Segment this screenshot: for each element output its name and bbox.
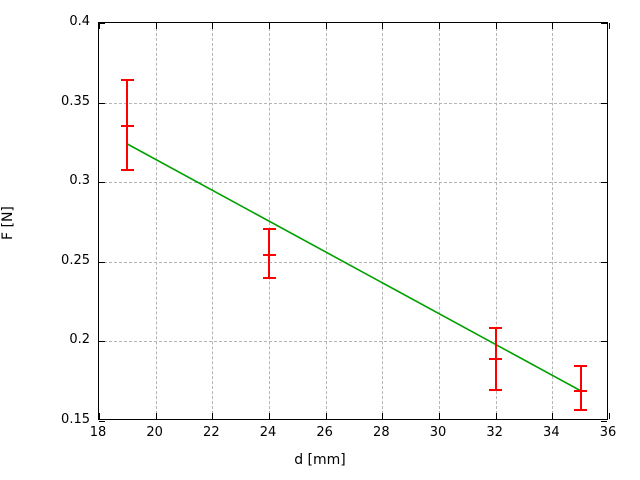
x-tick-label: 18 [89,425,107,440]
x-axis-tick [212,413,214,419]
x-tick-label: 32 [486,425,503,440]
errorbar-cap-bottom [489,388,503,391]
x-tick-label: 20 [146,425,163,440]
y-axis-tick [601,261,607,263]
errorbar-cap-bottom [262,277,276,280]
y-axis-tick [601,23,607,24]
x-axis-tick [155,413,157,419]
gridline-vertical [155,23,157,419]
y-axis-tick [99,23,105,24]
x-axis-tick [99,23,100,29]
data-point-marker [574,389,588,392]
x-axis-tick [439,23,440,29]
y-tick-label: 0.2 [69,332,90,348]
y-axis-tick [601,341,607,343]
y-axis-tick [99,102,105,104]
errorbar-cap-bottom [120,169,134,172]
x-tick-label: 28 [373,425,390,440]
fit-line-segment [126,143,582,392]
y-axis-tick [99,261,105,263]
gridline-horizontal [99,102,607,104]
y-tick-label: 0.3 [69,173,90,189]
x-axis-tick [212,23,214,29]
errorbar-cap-top [489,327,503,330]
data-point-marker [120,125,134,128]
x-axis-label: d [mm] [294,452,346,468]
x-tick-label: 30 [429,425,447,440]
x-axis-tick [609,413,610,419]
data-point-marker [262,254,276,257]
gridline-vertical [552,23,554,419]
x-axis-tick [382,413,384,419]
y-tick-label: 0.35 [61,93,90,109]
data-point-errorbar [119,78,135,172]
errorbar-stem [268,228,270,280]
x-tick-label: 24 [259,425,277,440]
data-series-layer [99,23,607,419]
x-axis-tick [155,23,157,29]
errorbar-cap-top [262,228,276,231]
y-axis-tick [601,102,607,104]
x-axis-tick [325,413,327,419]
x-tick-label: 34 [543,425,560,440]
x-axis-tick [552,413,554,419]
y-axis-label: F [N] [0,206,16,240]
x-axis-tick [609,23,610,29]
errorbar-stem [126,78,129,172]
errorbar-stem [579,365,582,412]
gridline-vertical [439,23,440,419]
gridline-vertical [495,23,497,419]
data-point-errorbar [261,228,277,280]
x-axis-tick [495,413,497,419]
gridline-horizontal [99,182,607,184]
y-axis-tick [601,182,607,184]
gridline-vertical [212,23,214,419]
fit-line [126,143,582,392]
gridline-horizontal [99,261,607,263]
gridline-vertical [325,23,327,419]
plot-area [98,22,610,422]
y-tick-label: 0.25 [61,252,90,268]
y-axis-tick [99,341,105,343]
errorbar-cap-bottom [574,409,588,412]
y-axis-tick [99,182,105,184]
y-tick-label: 0.15 [61,412,90,427]
x-axis-tick [382,23,384,29]
gridline-horizontal [99,341,607,343]
y-axis-tick [601,421,607,422]
data-point-errorbar [488,327,504,391]
x-tick-label: 22 [203,425,220,440]
fit-line-layer [99,23,607,419]
y-tick-label: 0.4 [69,14,90,29]
x-axis-tick [99,413,100,419]
gridline-vertical [382,23,384,419]
y-axis-tick [99,421,105,422]
x-tick-label: 36 [599,425,617,440]
x-axis-tick [552,23,554,29]
x-axis-tick [439,413,440,419]
data-point-errorbar [573,365,589,412]
x-axis-tick [495,23,497,29]
errorbar-cap-top [574,365,588,368]
x-tick-label: 26 [316,425,333,440]
x-axis-tick [269,413,270,419]
data-point-marker [489,357,503,360]
x-axis-tick [269,23,270,29]
errorbar-cap-top [120,78,134,81]
x-axis-tick [325,23,327,29]
